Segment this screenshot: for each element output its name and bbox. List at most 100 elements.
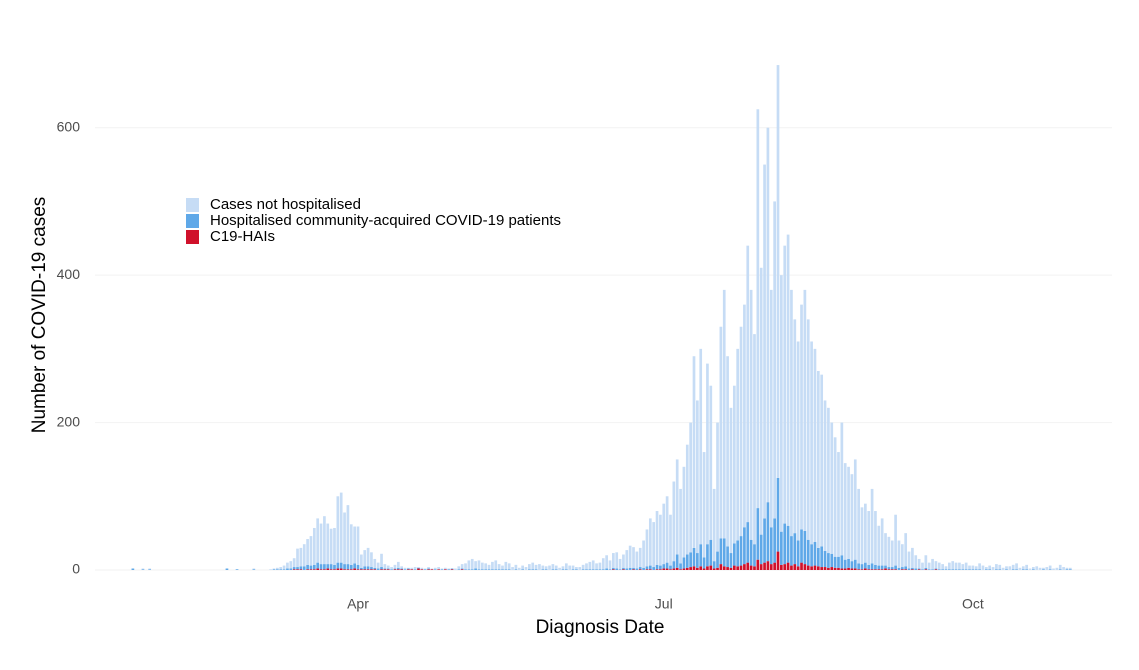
bar-segment [551,564,555,570]
bar-segment [800,304,803,530]
bar-segment [588,569,592,570]
bar-segment [793,319,797,534]
bar-segment [833,567,837,570]
bar-segment [427,569,430,570]
bar-segment [447,569,451,570]
bar-segment [484,569,488,570]
bar-segment [716,567,719,570]
bar-segment [864,503,867,563]
bar-segment [1045,567,1049,570]
bar-segment [696,553,699,568]
bar-segment [601,558,605,570]
bar-segment [386,568,390,570]
bar-segment [440,568,444,570]
bar-segment [370,552,373,568]
bar-segment [732,565,736,570]
bar-segment [638,567,642,570]
bar-segment [974,566,978,570]
bar-segment [148,568,152,570]
bar-segment [292,558,296,568]
bar-segment [326,568,330,570]
bar-segment [830,553,834,568]
bar-segment [612,553,615,568]
bar-segment [430,568,434,570]
bar-segment [336,562,340,569]
bar-segment [363,569,367,570]
bar-segment [904,533,908,567]
bar-segment [329,528,333,565]
bar-segment [753,566,756,570]
bar-segment [534,569,538,570]
bar-segment [810,566,813,570]
bar-segment [356,526,360,565]
bar-segment [1011,569,1015,570]
y-tick-label: 400 [57,266,81,282]
bar-segment [867,569,871,570]
bar-segment [911,567,914,570]
bar-segment [339,568,343,570]
y-tick-label: 0 [72,561,80,577]
bar-segment [870,488,874,564]
bar-segment [551,569,555,570]
bar-segment [746,562,750,570]
bar-segment [837,556,840,568]
bar-segment [894,565,897,570]
bar-segment [749,289,753,540]
bar-segment [396,567,400,570]
bar-segment [282,569,286,570]
bar-segment [1025,569,1028,570]
bar-segment [464,563,467,570]
bar-segment [642,567,645,570]
legend-label: Hospitalised community-acquired COVID-19… [210,212,561,229]
bar-segment [366,566,370,570]
bar-segment [780,531,783,565]
bar-segment [806,565,810,570]
bar-segment [911,547,914,568]
bar-segment [662,503,666,565]
bar-segment [269,569,272,570]
bar-segment [900,569,904,570]
bar-segment [474,561,477,569]
bar-segment [618,558,622,570]
bar-segment [978,569,981,570]
bar-segment [743,564,746,570]
bar-segment [669,569,672,570]
bar-segment [1068,569,1072,570]
bar-segment [561,569,565,570]
bar-segment [964,562,968,570]
bar-segment [702,557,706,569]
bar-segment [645,529,649,567]
bar-segment [961,569,965,570]
bar-segment [470,558,474,570]
bar-segment [968,569,971,570]
bar-segment [921,562,924,570]
bar-segment [141,569,145,570]
bar-segment [820,567,824,570]
bar-segment [635,551,639,569]
bar-segment [830,567,834,570]
bar-segment [491,569,494,570]
bar-segment [373,569,377,570]
bar-segment [847,466,850,559]
bar-segment [911,569,914,570]
bar-segment [349,564,353,570]
bar-segment [642,540,645,568]
bar-segment [998,564,1002,570]
y-axis-title: Number of COVID-19 cases [29,197,50,434]
bar-segment [386,565,390,569]
bar-segment [793,564,797,570]
bar-segment [823,550,827,568]
bar-segment [319,569,323,570]
bar-segment [712,561,716,569]
bar-segment [958,569,961,570]
bar-segment [739,536,743,566]
bar-segment [803,564,807,570]
bar-segment [625,550,629,569]
bar-segment [581,569,585,570]
bar-segment [484,563,488,570]
bar-segment [726,567,729,570]
bar-segment [457,566,461,570]
bar-segment [914,555,918,569]
